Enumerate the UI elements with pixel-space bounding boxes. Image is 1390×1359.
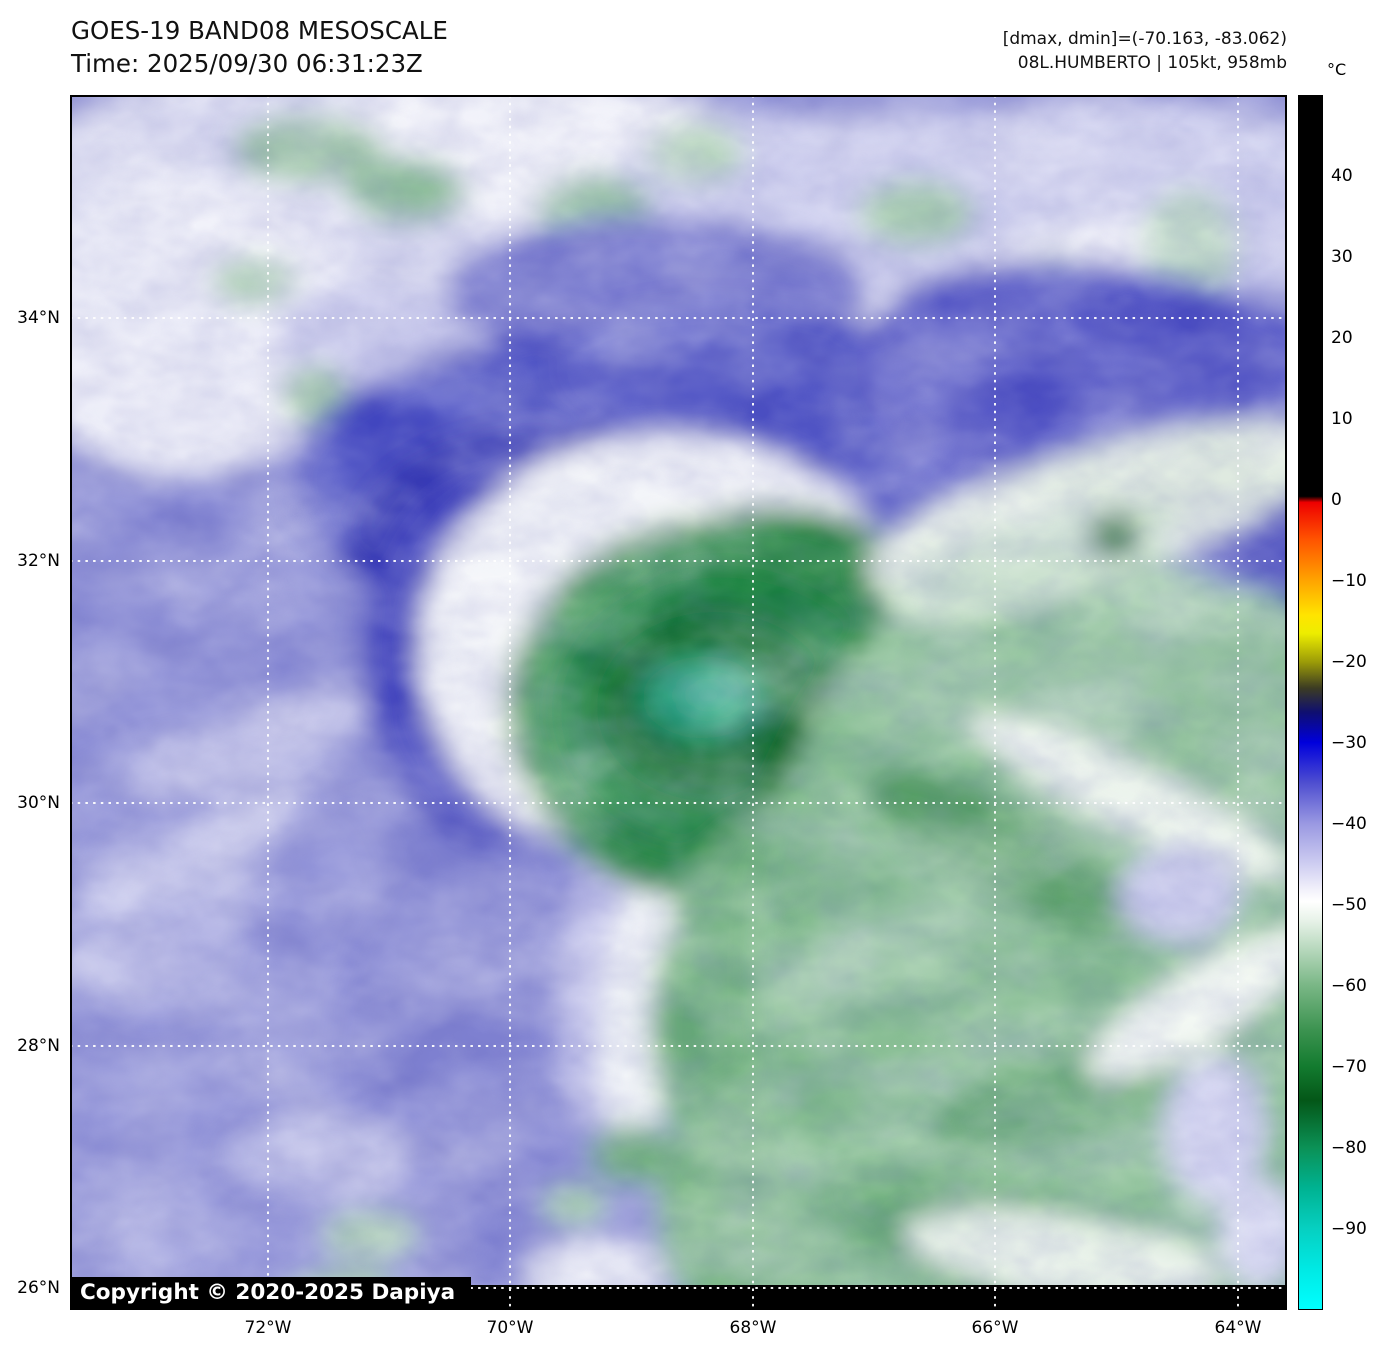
x-axis-label: 66°W xyxy=(971,1318,1019,1338)
y-axis: 34°N 32°N 30°N 28°N 26°N xyxy=(0,0,62,1359)
grid-overlay xyxy=(70,95,1287,1310)
y-axis-label: 26°N xyxy=(17,1278,60,1298)
satellite-image xyxy=(70,95,1287,1310)
storm-readout: 08L.HUMBERTO | 105kt, 958mb xyxy=(1017,53,1287,73)
x-axis-label: 64°W xyxy=(1214,1318,1262,1338)
title-block: GOES-19 BAND08 MESOSCALE Time: 2025/09/3… xyxy=(71,14,448,80)
colorbar-unit: °C xyxy=(1327,60,1347,79)
colorbar xyxy=(1298,95,1323,1310)
mottle-texture xyxy=(70,95,1287,1310)
y-axis-label: 28°N xyxy=(17,1036,60,1056)
plot-time: Time: 2025/09/30 06:31:23Z xyxy=(71,49,423,78)
x-axis-label: 72°W xyxy=(244,1318,292,1338)
y-axis-label: 34°N xyxy=(17,308,60,328)
stats-readout: [dmax, dmin]=(-70.163, -83.062) xyxy=(1002,29,1287,49)
copyright-label: Copyright © 2020-2025 Dapiya xyxy=(70,1277,472,1308)
x-axis-label: 68°W xyxy=(729,1318,777,1338)
map-panel: Copyright © 2020-2025 Dapiya xyxy=(70,95,1287,1310)
y-axis-label: 30°N xyxy=(17,793,60,813)
x-axis-label: 70°W xyxy=(486,1318,534,1338)
plot-title: GOES-19 BAND08 MESOSCALE xyxy=(71,16,448,45)
info-block: [dmax, dmin]=(-70.163, -83.062) 08L.HUMB… xyxy=(1003,27,1287,75)
y-axis-label: 32°N xyxy=(17,551,60,571)
